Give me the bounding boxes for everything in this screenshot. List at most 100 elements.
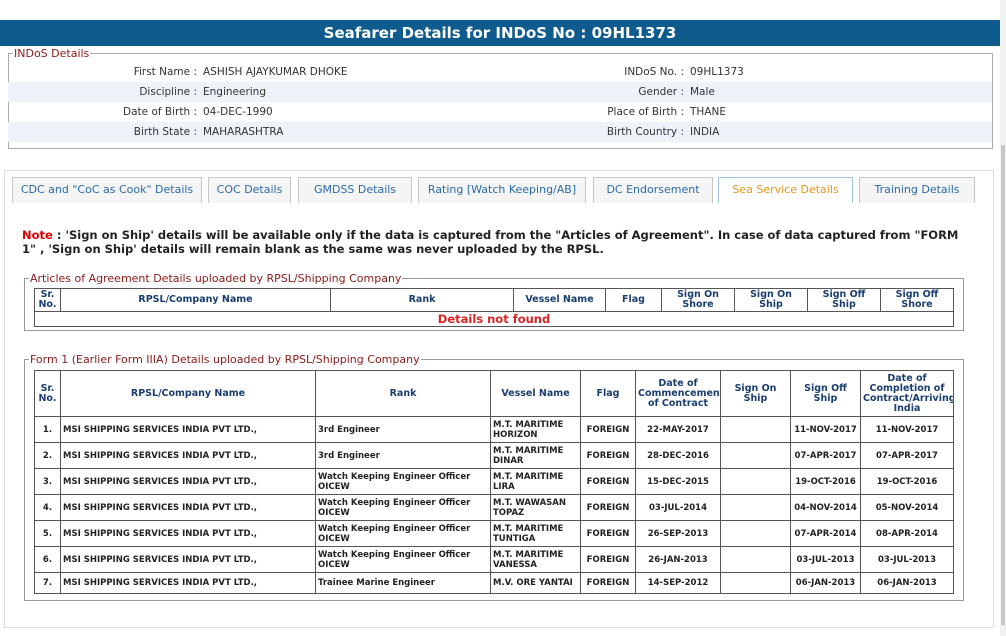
data-cell: 19-OCT-2016 [791, 469, 861, 495]
info-row: Birth State :MAHARASHTRABirth Country :I… [8, 122, 992, 142]
data-row: 7.MSI SHIPPING SERVICES INDIA PVT LTD.,T… [35, 573, 954, 594]
data-cell: 22-MAY-2017 [636, 417, 721, 443]
data-cell [721, 521, 791, 547]
data-cell: FOREIGN [581, 573, 636, 594]
data-cell: 28-DEC-2016 [636, 443, 721, 469]
tab[interactable]: DC Endorsement [593, 177, 713, 203]
data-row: 1.MSI SHIPPING SERVICES INDIA PVT LTD.,3… [35, 417, 954, 443]
data-cell: 04-NOV-2014 [791, 495, 861, 521]
data-cell: 3rd Engineer [316, 443, 491, 469]
data-cell: M.T. MARITIME TUNTIGA [491, 521, 581, 547]
data-cell [721, 573, 791, 594]
data-cell: 6. [35, 547, 61, 573]
column-header: Date of Completion of Contract/Arriving … [861, 371, 954, 417]
column-header: RPSL/Company Name [61, 289, 331, 312]
column-header: Flag [606, 289, 662, 312]
column-header: Sign On Ship [721, 371, 791, 417]
column-header: RPSL/Company Name [61, 371, 316, 417]
scrollbar-thumb[interactable] [1001, 145, 1005, 625]
column-header: Rank [316, 371, 491, 417]
data-cell: 3rd Engineer [316, 417, 491, 443]
tab[interactable]: COC Details [208, 177, 291, 203]
data-cell [721, 443, 791, 469]
data-cell [721, 417, 791, 443]
info-row: First Name :ASHISH AJAYKUMAR DHOKEINDoS … [8, 62, 992, 82]
data-cell [721, 495, 791, 521]
data-cell [721, 469, 791, 495]
data-cell: MSI SHIPPING SERVICES INDIA PVT LTD., [61, 573, 316, 594]
data-cell: 07-APR-2014 [791, 521, 861, 547]
column-header: Vessel Name [514, 289, 606, 312]
data-cell: MSI SHIPPING SERVICES INDIA PVT LTD., [61, 443, 316, 469]
data-cell: 11-NOV-2017 [861, 417, 954, 443]
data-cell: M.T. MARITIME HORIZON [491, 417, 581, 443]
data-cell: M.T. WAWASAN TOPAZ [491, 495, 581, 521]
data-cell [721, 547, 791, 573]
data-cell: MSI SHIPPING SERVICES INDIA PVT LTD., [61, 521, 316, 547]
data-row: 6.MSI SHIPPING SERVICES INDIA PVT LTD.,W… [35, 547, 954, 573]
data-cell: FOREIGN [581, 469, 636, 495]
data-cell: 19-OCT-2016 [861, 469, 954, 495]
tab[interactable]: CDC and "CoC as Cook" Details [12, 177, 202, 203]
page-title: Seafarer Details for INDoS No : 09HL1373 [0, 20, 1000, 46]
column-header: Sign On Shore [662, 289, 735, 312]
data-cell: FOREIGN [581, 521, 636, 547]
column-header: Sr. No. [35, 289, 61, 312]
data-cell: 15-DEC-2015 [636, 469, 721, 495]
fieldset-legend: INDoS Details [13, 47, 90, 60]
data-cell: Watch Keeping Engineer Officer OICEW [316, 547, 491, 573]
field-label: Gender : [8, 82, 684, 102]
data-cell: 07-APR-2017 [791, 443, 861, 469]
data-cell: MSI SHIPPING SERVICES INDIA PVT LTD., [61, 469, 316, 495]
field-value: 09HL1373 [690, 62, 744, 82]
field-value: Male [690, 82, 715, 102]
empty-row: Details not found [35, 312, 954, 327]
column-header: Sign Off Ship [791, 371, 861, 417]
data-cell: 05-NOV-2014 [861, 495, 954, 521]
tab[interactable]: Training Details [859, 177, 975, 203]
field-value: THANE [690, 102, 726, 122]
column-header: Sign Off Ship [808, 289, 881, 312]
data-cell: FOREIGN [581, 495, 636, 521]
note: Note : 'Sign on Ship' details will be av… [22, 228, 972, 256]
header-row: Sr. No.RPSL/Company NameRankVessel NameF… [35, 371, 954, 417]
column-header: Rank [331, 289, 514, 312]
data-cell: Watch Keeping Engineer Officer OICEW [316, 521, 491, 547]
data-cell: M.T. MARITIME DINAR [491, 443, 581, 469]
data-cell: 26-JAN-2013 [636, 547, 721, 573]
fieldset-legend: Form 1 (Earlier Form IIIA) Details uploa… [29, 353, 421, 366]
data-cell: M.T. MARITIME LIRA [491, 469, 581, 495]
data-cell: FOREIGN [581, 417, 636, 443]
form1-table: Sr. No.RPSL/Company NameRankVessel NameF… [34, 370, 954, 594]
data-row: 4.MSI SHIPPING SERVICES INDIA PVT LTD.,W… [35, 495, 954, 521]
fieldset-legend: Articles of Agreement Details uploaded b… [29, 272, 402, 285]
column-header: Sign Off Shore [881, 289, 954, 312]
data-cell: 1. [35, 417, 61, 443]
data-cell: 2. [35, 443, 61, 469]
column-header: Vessel Name [491, 371, 581, 417]
data-cell: Trainee Marine Engineer [316, 573, 491, 594]
data-row: 3.MSI SHIPPING SERVICES INDIA PVT LTD.,W… [35, 469, 954, 495]
articles-table: Sr. No.RPSL/Company NameRankVessel NameF… [34, 288, 954, 327]
data-cell: 4. [35, 495, 61, 521]
column-header: Sign On Ship [735, 289, 808, 312]
data-cell: MSI SHIPPING SERVICES INDIA PVT LTD., [61, 495, 316, 521]
column-header: Date of Commencement of Contract [636, 371, 721, 417]
tab[interactable]: Sea Service Details [718, 177, 853, 203]
data-cell: M.T. MARITIME VANESSA [491, 547, 581, 573]
tab[interactable]: Rating [Watch Keeping/AB] [418, 177, 586, 203]
field-label: Place of Birth : [8, 102, 684, 122]
data-cell: 14-SEP-2012 [636, 573, 721, 594]
data-row: 5.MSI SHIPPING SERVICES INDIA PVT LTD.,W… [35, 521, 954, 547]
info-row: Date of Birth :04-DEC-1990Place of Birth… [8, 102, 992, 122]
data-cell: MSI SHIPPING SERVICES INDIA PVT LTD., [61, 417, 316, 443]
data-cell: 5. [35, 521, 61, 547]
data-cell: 26-SEP-2013 [636, 521, 721, 547]
data-cell: Watch Keeping Engineer Officer OICEW [316, 469, 491, 495]
field-label: INDoS No. : [8, 62, 684, 82]
tab[interactable]: GMDSS Details [298, 177, 412, 203]
data-cell: FOREIGN [581, 443, 636, 469]
data-row: 2.MSI SHIPPING SERVICES INDIA PVT LTD.,3… [35, 443, 954, 469]
